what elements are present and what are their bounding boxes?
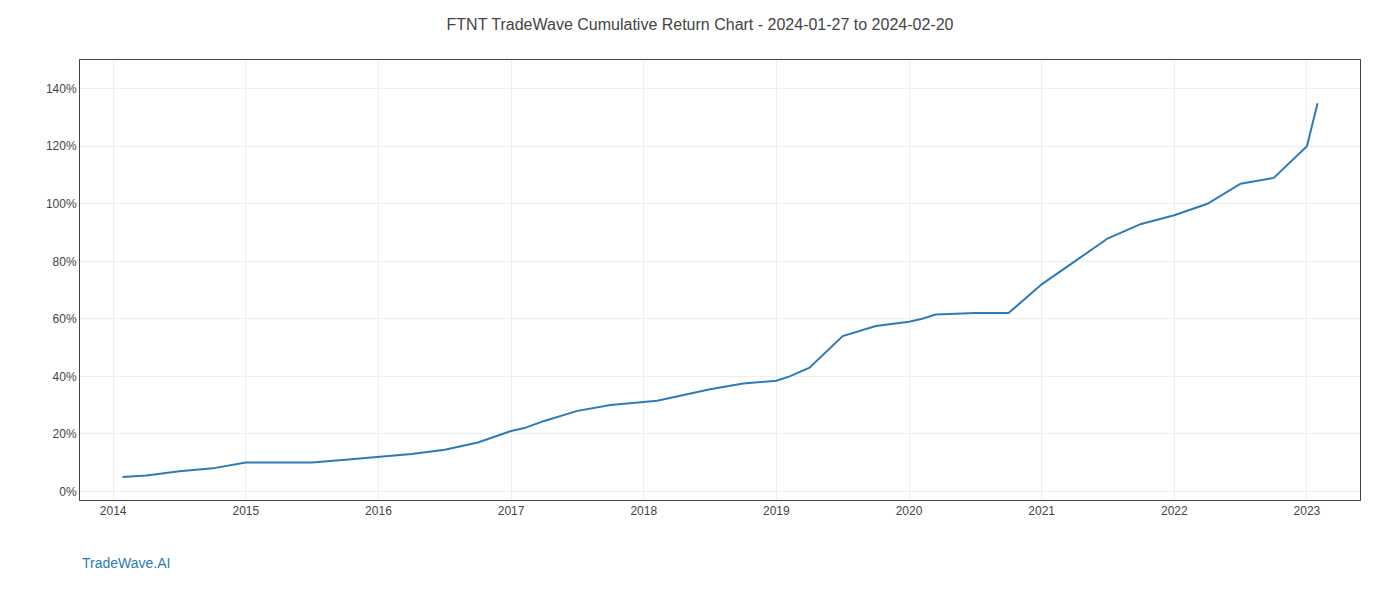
svg-text:2022: 2022 <box>1161 504 1188 518</box>
svg-text:FTNT TradeWave Cumulative Retu: FTNT TradeWave Cumulative Return Chart -… <box>447 16 954 33</box>
svg-text:2023: 2023 <box>1294 504 1321 518</box>
svg-text:2021: 2021 <box>1028 504 1055 518</box>
svg-text:2014: 2014 <box>100 504 127 518</box>
svg-text:80%: 80% <box>53 255 77 269</box>
svg-text:2015: 2015 <box>232 504 259 518</box>
svg-text:TradeWave.AI: TradeWave.AI <box>82 555 170 571</box>
svg-text:0%: 0% <box>59 485 77 499</box>
svg-text:120%: 120% <box>46 139 77 153</box>
svg-text:2020: 2020 <box>896 504 923 518</box>
svg-text:2018: 2018 <box>630 504 657 518</box>
svg-text:2019: 2019 <box>763 504 790 518</box>
svg-text:2016: 2016 <box>365 504 392 518</box>
svg-text:140%: 140% <box>46 82 77 96</box>
svg-text:60%: 60% <box>53 312 77 326</box>
svg-text:40%: 40% <box>53 370 77 384</box>
svg-text:20%: 20% <box>53 427 77 441</box>
svg-text:2017: 2017 <box>498 504 525 518</box>
svg-text:100%: 100% <box>46 197 77 211</box>
